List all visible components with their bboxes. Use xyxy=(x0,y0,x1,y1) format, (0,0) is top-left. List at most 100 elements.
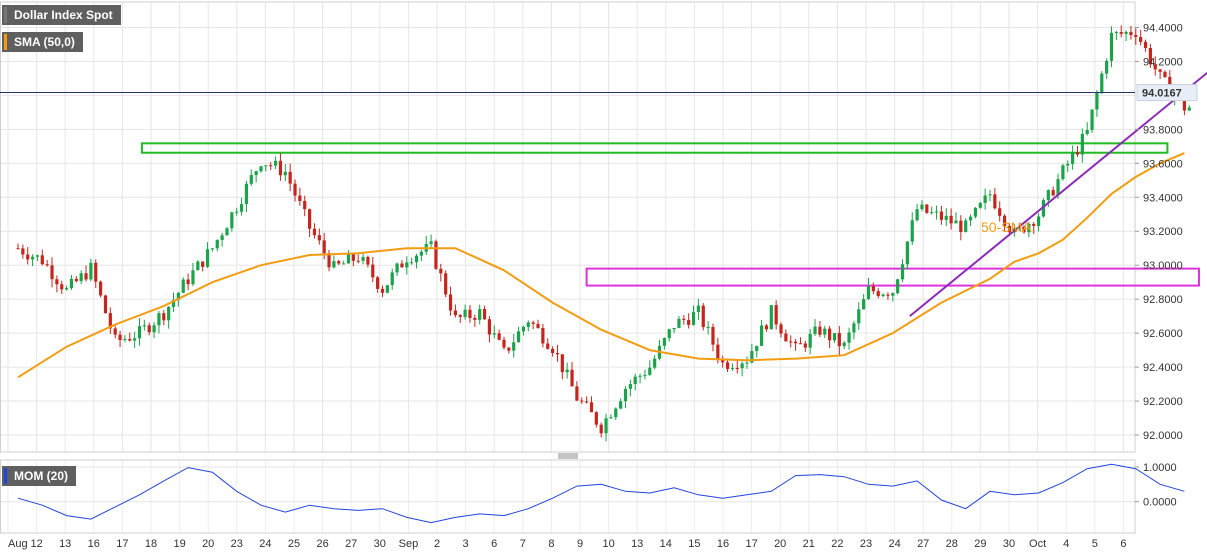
candle-body xyxy=(191,270,195,285)
time-tick-label: 30 xyxy=(374,538,386,550)
candle-body xyxy=(142,325,146,327)
candle-body xyxy=(526,322,530,327)
candle-body xyxy=(623,388,628,402)
candle-body xyxy=(89,262,93,280)
price-tick-label: 92.6000 xyxy=(1143,328,1183,340)
legend-momentum-label: MOM (20) xyxy=(14,469,68,483)
time-tick-label: 6 xyxy=(491,538,497,550)
candle-body xyxy=(580,400,584,402)
candle-body xyxy=(50,265,54,280)
candle-body xyxy=(269,165,273,167)
candle-body xyxy=(152,325,156,333)
candle-body xyxy=(220,235,224,240)
candle-body xyxy=(959,220,963,232)
candle-body xyxy=(79,273,83,282)
time-tick-label: 13 xyxy=(59,538,71,550)
candle-body xyxy=(332,261,336,268)
candle-body xyxy=(910,220,914,242)
momentum-axis[interactable]: 1.0000 0.0000 xyxy=(1135,462,1177,509)
candle-body xyxy=(628,384,632,389)
candle-body xyxy=(405,262,409,268)
price-tick-label: 93.0000 xyxy=(1143,260,1183,272)
time-tick-label: 4 xyxy=(1063,538,1069,550)
candle-body xyxy=(691,312,696,325)
price-line-layer: 94.0167 xyxy=(0,84,1198,102)
candle-body xyxy=(847,332,851,343)
price-tick-label: 92.2000 xyxy=(1143,396,1183,408)
candle-body xyxy=(949,215,953,224)
pane-splitter[interactable] xyxy=(558,453,578,459)
candle-body xyxy=(283,171,287,176)
candle-body xyxy=(998,208,1002,216)
candle-body xyxy=(215,239,219,249)
time-tick-label: 19 xyxy=(173,538,185,550)
candle-body xyxy=(983,195,987,203)
candle-body xyxy=(16,248,20,250)
current-price-tag xyxy=(1136,84,1198,102)
candle-body xyxy=(1027,223,1031,233)
price-tick-label: 92.4000 xyxy=(1143,362,1183,374)
time-tick-label: 29 xyxy=(974,538,986,550)
support-trendline[interactable] xyxy=(909,71,1207,317)
candle-body xyxy=(137,325,142,339)
candle-body xyxy=(186,279,190,285)
candle-body xyxy=(55,279,59,285)
candle-body xyxy=(575,386,579,401)
trendline-layer[interactable] xyxy=(909,71,1207,317)
candle-body xyxy=(546,343,550,349)
candle-body xyxy=(716,344,720,359)
candle-body xyxy=(891,293,895,296)
candle-body xyxy=(94,262,98,282)
candle-body xyxy=(1007,225,1012,233)
time-tick-label: 8 xyxy=(548,538,554,550)
candle-body xyxy=(512,342,516,351)
time-tick-label: 22 xyxy=(831,538,843,550)
time-tick-label: 24 xyxy=(888,538,900,550)
time-tick-label: 17 xyxy=(745,538,757,550)
candle-body xyxy=(337,261,341,264)
candle-body xyxy=(759,325,764,346)
candle-body xyxy=(444,273,448,295)
candle-body xyxy=(162,313,166,321)
candle-body xyxy=(769,305,773,330)
candle-body xyxy=(293,183,297,196)
candle-body xyxy=(662,338,666,346)
candle-body xyxy=(823,328,827,335)
candle-body xyxy=(429,241,433,245)
legend-momentum[interactable]: MOM (20) xyxy=(2,466,76,486)
candle-body xyxy=(502,339,506,348)
candle-body xyxy=(619,401,623,409)
candle-body xyxy=(342,263,346,265)
zones-layer xyxy=(140,142,1200,287)
legend-sma[interactable]: SMA (50,0) xyxy=(2,32,83,52)
candle-body xyxy=(21,248,25,255)
candle-body xyxy=(1124,31,1128,34)
candle-body xyxy=(516,331,521,343)
price-tick-label: 92.0000 xyxy=(1143,430,1183,442)
candle-body xyxy=(45,264,49,266)
candle-body xyxy=(492,333,496,335)
candle-body xyxy=(103,295,108,314)
candle-body xyxy=(614,408,618,418)
candle-body xyxy=(1066,163,1070,166)
candle-body xyxy=(385,285,389,293)
legend-instrument[interactable]: Dollar Index Spot xyxy=(2,5,121,25)
time-axis[interactable]: Aug 12 13 16 17 18 19 20 23 24 25 26 27 30 Sep 2 3 6 7 8 9 10… xyxy=(8,538,1126,550)
candle-body xyxy=(750,351,754,363)
candle-body xyxy=(390,272,394,286)
candle-body xyxy=(487,319,492,335)
time-tick-label: 9 xyxy=(577,538,583,550)
candle-body xyxy=(930,212,934,214)
candle-body xyxy=(497,333,501,340)
momentum-tick-label: 0.0000 xyxy=(1143,497,1177,509)
candle-body xyxy=(784,333,788,342)
candle-body xyxy=(133,338,137,341)
time-tick-label: 12 xyxy=(30,538,42,550)
candle-body xyxy=(157,313,161,326)
candle-body xyxy=(934,211,939,213)
candle-body xyxy=(196,261,200,271)
candle-body xyxy=(1182,97,1186,111)
candle-body xyxy=(648,367,652,375)
price-axis[interactable]: 94.4000 94.2000 93.8000 93.6000 93.4000 93.20… xyxy=(1135,22,1183,442)
